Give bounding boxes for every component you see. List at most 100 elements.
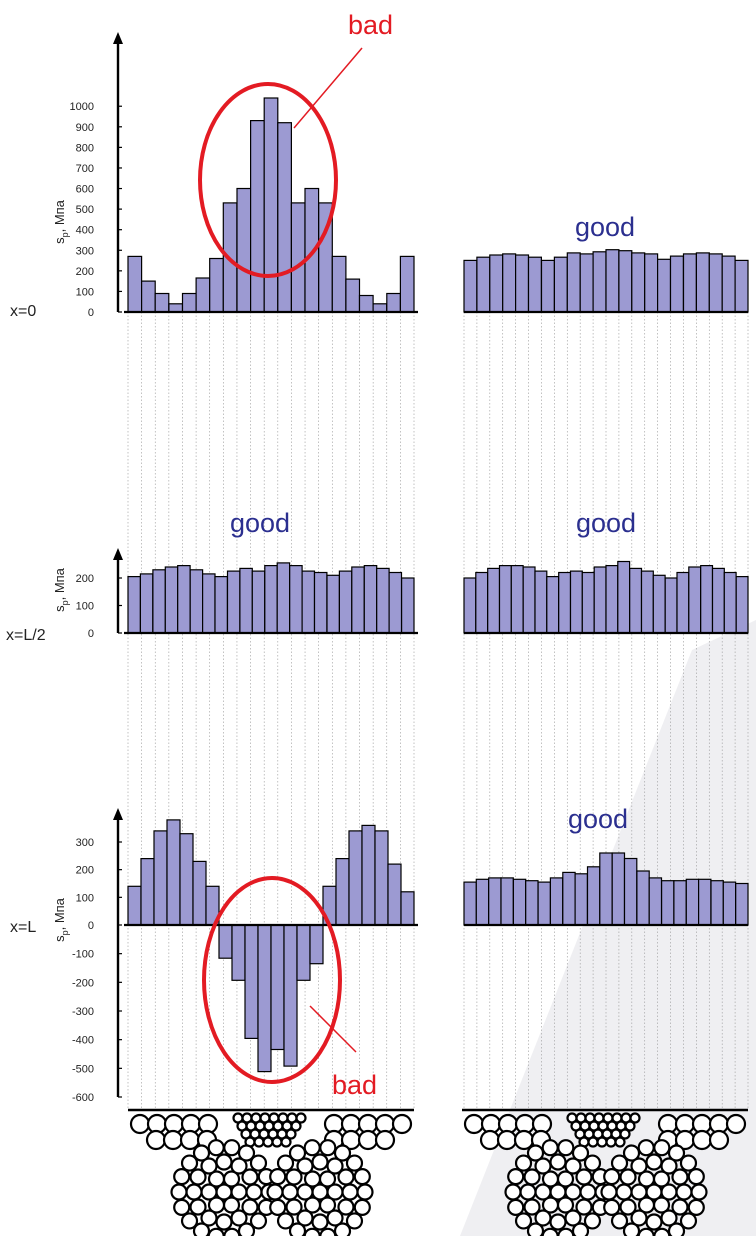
strand-wire — [356, 1183, 374, 1201]
y-tick-label-xL-left: 0 — [88, 920, 94, 932]
strand-wire — [326, 1157, 344, 1175]
bar-x0-right-12 — [618, 250, 633, 313]
bar-xhalf-left-2 — [152, 569, 166, 634]
bar-xhalf-left-17 — [338, 570, 353, 634]
strand-wire — [534, 1209, 552, 1227]
bar-x0-right-21 — [734, 259, 749, 313]
ylabel-xL: sp, Мпа — [52, 897, 70, 942]
strand-wire — [637, 1139, 655, 1157]
annotation-good-xhalf-left: good — [230, 508, 290, 538]
wire — [162, 1129, 184, 1151]
strand-wire — [296, 1209, 314, 1227]
row-label-xhalf: x=L/2 — [6, 627, 46, 644]
y-tick-label-x0-left: 600 — [76, 184, 94, 196]
strand-wire — [549, 1153, 567, 1171]
bar-x0-left-5 — [195, 277, 211, 313]
bar-x0-left-10 — [263, 97, 279, 313]
bar-xhalf-left-12 — [276, 562, 291, 634]
strand-wire — [556, 1170, 575, 1188]
strand-wire — [345, 1154, 364, 1172]
rope-cross-section-left — [128, 1108, 414, 1241]
strand-wire — [230, 1157, 248, 1175]
wire — [391, 1113, 413, 1135]
bar-xL-left-8 — [231, 924, 246, 981]
bar-xL-right-3 — [500, 877, 514, 926]
bar-xhalf-right-5 — [522, 566, 536, 634]
bar-xhalf-right-4 — [510, 564, 524, 634]
strand-wire — [241, 1168, 259, 1186]
strand-wire — [652, 1170, 671, 1188]
strand-wire — [645, 1153, 663, 1171]
ylabel-sub: p — [60, 930, 70, 935]
small-wire — [295, 1112, 307, 1124]
strand-wire — [237, 1222, 256, 1240]
bar-x0-right-19 — [708, 253, 723, 313]
bar-x0-right-16 — [669, 255, 684, 313]
strand-wire — [667, 1144, 686, 1162]
bar-xL-right-6 — [537, 881, 551, 926]
strand-wire — [504, 1183, 522, 1201]
bar-xL-left-7 — [218, 924, 233, 959]
strand-wire — [526, 1144, 545, 1162]
bar-xL-left-18 — [361, 824, 376, 926]
wire — [357, 1129, 379, 1151]
strand-wire — [215, 1153, 233, 1171]
bar-x0-left-12 — [290, 202, 306, 313]
bad-pointer-top — [293, 47, 363, 129]
bar-x0-right-0 — [463, 259, 478, 313]
strand-wire — [507, 1198, 525, 1216]
bar-xhalf-right-1 — [475, 571, 489, 634]
strand-wire — [622, 1144, 641, 1162]
y-tick-label-xL-left: 100 — [76, 892, 94, 904]
bar-xL-left-21 — [400, 891, 415, 926]
bar-xhalf-left-13 — [289, 564, 303, 634]
strand-wire — [318, 1170, 337, 1188]
bar-xhalf-right-13 — [617, 560, 631, 634]
y-tick-label-xL-left: -200 — [72, 977, 94, 989]
y-tick-label-x0-left: 100 — [76, 286, 94, 298]
strand-wire — [514, 1154, 533, 1172]
strand-wire — [557, 1139, 575, 1157]
strand-wire — [207, 1227, 225, 1241]
strand-wire — [303, 1139, 321, 1157]
strand-wire — [679, 1154, 698, 1172]
strand-wire — [215, 1213, 233, 1231]
wire — [374, 1129, 396, 1151]
bar-xhalf-left-1 — [139, 573, 154, 634]
svg-text:sp, Мпа: sp, Мпа — [52, 897, 70, 942]
bar-xL-right-13 — [623, 857, 638, 926]
strand-wire — [200, 1209, 218, 1227]
bar-x0-right-3 — [502, 253, 517, 313]
bar-xhalf-left-8 — [226, 570, 241, 634]
bar-xhalf-right-20 — [700, 564, 714, 634]
bar-xL-left-16 — [335, 857, 350, 926]
bar-xhalf-left-19 — [363, 564, 378, 634]
bar-x0-left-4 — [181, 292, 197, 313]
bar-xhalf-left-4 — [177, 564, 191, 634]
ylabel-main: s — [52, 605, 67, 612]
annotation-bad-bottom: bad — [332, 1070, 377, 1100]
bar-xhalf-left-11 — [264, 564, 278, 634]
strand-wire — [637, 1227, 655, 1241]
strand-wire — [185, 1183, 203, 1201]
bar-xL-right-4 — [512, 878, 527, 926]
bar-xL-left-12 — [283, 924, 298, 1067]
strand-wire — [541, 1196, 560, 1214]
bar-xL-right-15 — [648, 877, 663, 926]
strand-wire — [173, 1198, 191, 1216]
bar-x0-right-8 — [566, 252, 581, 313]
bar-x0-left-17 — [358, 294, 374, 313]
bar-xL-left-19 — [374, 830, 389, 926]
small-wire — [614, 1136, 626, 1148]
strand-wire — [266, 1183, 284, 1201]
strand-wire — [241, 1198, 259, 1216]
bar-xhalf-left-14 — [301, 570, 316, 634]
strand-wire — [189, 1168, 207, 1186]
strand-wire — [603, 1168, 621, 1186]
strand-wire — [630, 1209, 648, 1227]
annotation-good-xhalf-right: good — [576, 508, 636, 538]
strand-wire — [675, 1183, 693, 1201]
y-tick-label-x0-left: 200 — [76, 266, 94, 278]
strand-wire — [173, 1168, 191, 1186]
